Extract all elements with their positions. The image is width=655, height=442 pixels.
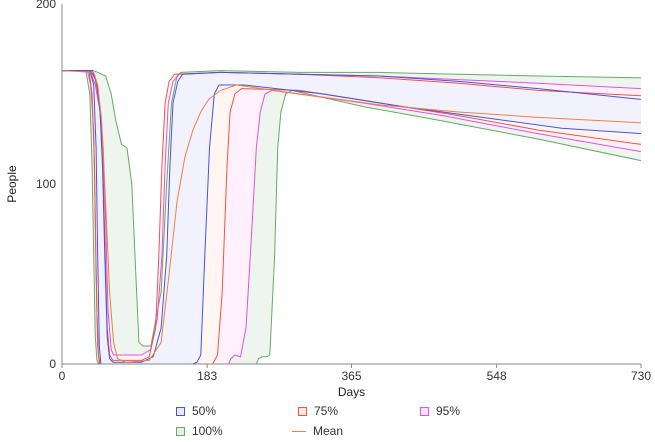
legend-box-swatch	[298, 406, 307, 416]
chart-lines	[61, 70, 642, 365]
series-line-mean	[61, 70, 642, 363]
x-axis-title: Days	[338, 385, 365, 399]
legend: 50% 75% 95% 100% Mean	[170, 404, 490, 442]
y-tick-label: 100	[36, 177, 56, 191]
x-tick-label: 0	[59, 369, 66, 383]
legend-item-100pct[interactable]: 100%	[176, 424, 223, 438]
legend-item-50pct[interactable]: 50%	[176, 404, 216, 418]
chart-axes	[61, 4, 641, 365]
x-tick-label: 183	[197, 369, 217, 383]
legend-line-swatch	[292, 430, 306, 432]
legend-label: Mean	[313, 424, 344, 438]
x-tick-label: 730	[631, 369, 651, 383]
series-line-50pct-upper	[62, 70, 642, 363]
y-tick-label: 200	[36, 0, 56, 11]
legend-item-mean[interactable]: Mean	[292, 424, 343, 438]
chart-ticks: 0 183 365 548 730 0 100 200	[36, 0, 651, 383]
chart-bands	[62, 70, 641, 364]
legend-label: 95%	[436, 404, 461, 418]
legend-label: 50%	[192, 404, 217, 418]
legend-item-95pct[interactable]: 95%	[420, 404, 460, 418]
legend-item-75pct[interactable]: 75%	[298, 404, 338, 418]
x-tick-label: 365	[341, 369, 361, 383]
band-fill-50pct	[62, 70, 641, 364]
series-line-100pct-upper	[62, 70, 642, 347]
y-axis-title: People	[5, 165, 19, 203]
legend-box-swatch	[176, 406, 185, 416]
legend-label: 75%	[314, 404, 339, 418]
series-line-50pct-lower	[62, 70, 642, 365]
legend-label: 100%	[192, 424, 223, 438]
legend-box-swatch	[176, 426, 185, 436]
x-tick-label: 548	[487, 369, 507, 383]
y-tick-label: 0	[49, 357, 56, 371]
legend-box-swatch	[420, 406, 429, 416]
